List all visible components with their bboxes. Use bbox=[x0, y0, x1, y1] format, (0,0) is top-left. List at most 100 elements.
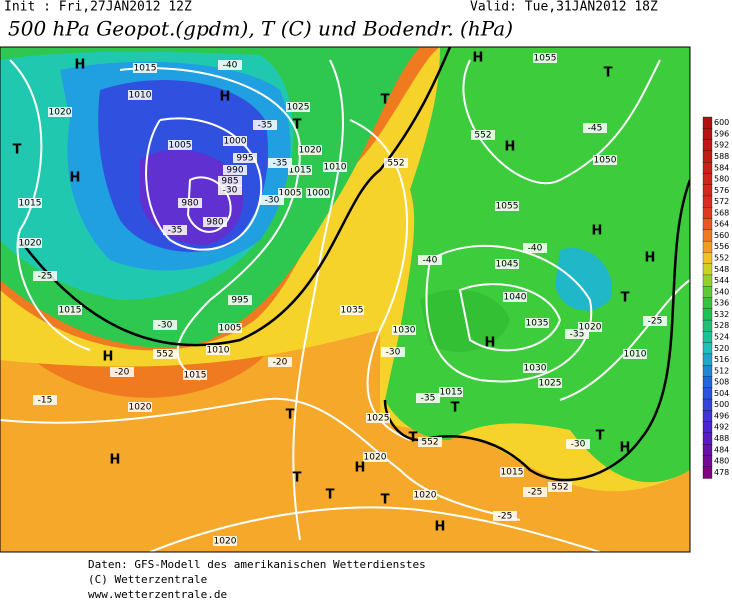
label-box bbox=[418, 437, 442, 447]
label-box bbox=[500, 467, 524, 477]
pressure-center: T bbox=[326, 488, 335, 503]
init-time: Init : Fri,27JAN2012 12Z bbox=[4, 0, 192, 15]
color-swatch bbox=[702, 195, 713, 208]
contour-label: -25 bbox=[648, 317, 663, 327]
label-box bbox=[218, 60, 242, 70]
contour-label: -35 bbox=[421, 394, 436, 404]
scale-label: 588 bbox=[714, 152, 729, 161]
pressure-center: H bbox=[505, 140, 516, 155]
label-box bbox=[495, 201, 519, 211]
label-box bbox=[306, 188, 330, 198]
label-box bbox=[288, 165, 312, 175]
contour-label: 1010 bbox=[624, 350, 647, 360]
label-box bbox=[503, 292, 527, 302]
scale-label: 516 bbox=[714, 355, 729, 364]
scale-label: 548 bbox=[714, 265, 729, 274]
contour-label: -30 bbox=[158, 321, 173, 331]
pressure-center: H bbox=[355, 461, 366, 476]
color-swatch bbox=[702, 466, 713, 479]
pressure-center: T bbox=[13, 143, 22, 158]
pressure-center: H bbox=[220, 90, 231, 105]
label-box bbox=[583, 123, 607, 133]
pressure-center: H bbox=[75, 58, 86, 73]
contour-label: -35 bbox=[168, 226, 183, 236]
contour-label: 1025 bbox=[539, 379, 562, 389]
color-swatch bbox=[702, 116, 713, 129]
pressure-center: H bbox=[473, 51, 484, 66]
color-scale: 600 596 592 588 584 580 576 572 568 564 560 556 552 5… bbox=[702, 116, 729, 479]
color-swatch bbox=[702, 398, 713, 411]
label-box bbox=[168, 140, 192, 150]
scale-label: 572 bbox=[714, 197, 729, 206]
label-box bbox=[203, 217, 227, 227]
label-box bbox=[523, 487, 547, 497]
color-swatch bbox=[702, 229, 713, 242]
contour-label: -40 bbox=[223, 61, 238, 71]
contour-label: 552 bbox=[156, 350, 173, 360]
contour-label: -40 bbox=[423, 256, 438, 266]
contour-label: 980 bbox=[206, 218, 223, 228]
label-box bbox=[493, 511, 517, 521]
label-box bbox=[178, 198, 202, 208]
scale-label: 532 bbox=[714, 310, 729, 319]
contour-label: -15 bbox=[38, 396, 53, 406]
scale-label: 520 bbox=[714, 344, 729, 353]
label-box bbox=[366, 413, 390, 423]
pressure-center: T bbox=[621, 291, 630, 306]
label-box bbox=[268, 158, 292, 168]
label-box bbox=[48, 107, 72, 117]
contour-label: 1010 bbox=[129, 91, 152, 101]
pressure-center: T bbox=[409, 431, 418, 446]
pressure-center: T bbox=[293, 471, 302, 486]
color-swatch bbox=[702, 410, 713, 423]
label-box bbox=[268, 357, 292, 367]
scale-label: 528 bbox=[714, 321, 729, 330]
scale-label: 600 bbox=[714, 118, 729, 127]
label-box bbox=[593, 155, 617, 165]
contour-label: 1020 bbox=[49, 108, 72, 118]
scale-label: 492 bbox=[714, 423, 729, 432]
contour-label: 1020 bbox=[299, 146, 322, 156]
contour-label: -35 bbox=[258, 121, 273, 131]
scale-label: 504 bbox=[714, 389, 729, 398]
contour-label: 1020 bbox=[364, 453, 387, 463]
contour-label: -30 bbox=[571, 440, 586, 450]
scale-label: 552 bbox=[714, 254, 729, 263]
color-swatch bbox=[702, 432, 713, 445]
contour-label: 1020 bbox=[129, 403, 152, 413]
label-box bbox=[128, 402, 152, 412]
color-swatch bbox=[702, 128, 713, 141]
label-box bbox=[340, 305, 364, 315]
contour-label: 1020 bbox=[579, 323, 602, 333]
contour-label: 1015 bbox=[134, 64, 157, 74]
valid-time: Valid: Tue,31JAN2012 18Z bbox=[470, 0, 658, 15]
scale-label: 480 bbox=[714, 457, 729, 466]
label-box bbox=[416, 393, 440, 403]
label-box bbox=[18, 238, 42, 248]
contour-label: 985 bbox=[221, 177, 238, 187]
contour-label: 1015 bbox=[184, 371, 207, 381]
color-swatch bbox=[702, 342, 713, 355]
color-swatch bbox=[702, 308, 713, 321]
label-box bbox=[323, 162, 347, 172]
label-box bbox=[523, 363, 547, 373]
color-swatch bbox=[702, 365, 713, 378]
scale-label: 540 bbox=[714, 287, 729, 296]
label-box bbox=[413, 490, 437, 500]
scale-label: 556 bbox=[714, 242, 729, 251]
label-box bbox=[363, 452, 387, 462]
contour-label: 1025 bbox=[287, 103, 310, 113]
scale-label: 564 bbox=[714, 220, 729, 229]
contour-label: 1015 bbox=[501, 468, 524, 478]
contour-label: 1045 bbox=[496, 260, 519, 270]
scale-label: 508 bbox=[714, 378, 729, 387]
pressure-center: T bbox=[293, 118, 302, 133]
label-box bbox=[495, 259, 519, 269]
label-box bbox=[110, 367, 134, 377]
pressure-center: T bbox=[381, 93, 390, 108]
contour-label: -30 bbox=[265, 196, 280, 206]
label-box bbox=[565, 329, 589, 339]
color-swatch bbox=[702, 161, 713, 175]
label-box bbox=[439, 387, 463, 397]
